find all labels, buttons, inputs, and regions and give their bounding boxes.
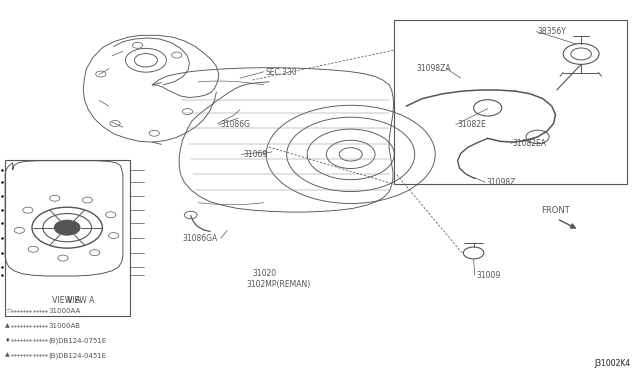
Text: (B)DB124-0451E: (B)DB124-0451E <box>48 352 106 359</box>
Text: ▲: ▲ <box>5 323 10 328</box>
Text: J31002K4: J31002K4 <box>594 359 630 368</box>
Text: 31000AA: 31000AA <box>48 308 80 314</box>
Bar <box>5 160 130 316</box>
Text: VIEW A: VIEW A <box>52 296 81 305</box>
Bar <box>394 20 627 184</box>
Text: 31000AB: 31000AB <box>48 323 80 328</box>
Text: ♦: ♦ <box>5 338 11 343</box>
Text: 31086G: 31086G <box>221 120 251 129</box>
Text: VIEW A: VIEW A <box>67 296 94 305</box>
Text: 31098Z: 31098Z <box>486 178 516 187</box>
Text: ☆: ☆ <box>5 308 12 314</box>
Text: 31069: 31069 <box>243 150 268 159</box>
Text: 38356Y: 38356Y <box>538 27 566 36</box>
Text: ▲: ▲ <box>5 353 10 358</box>
Text: (B)DB124-0751E: (B)DB124-0751E <box>48 337 106 344</box>
Text: 31009: 31009 <box>477 271 501 280</box>
Text: FRONT: FRONT <box>541 206 570 215</box>
Text: 31082E: 31082E <box>458 120 486 129</box>
Text: 31098ZA: 31098ZA <box>416 64 451 73</box>
Text: SEC.330: SEC.330 <box>266 68 298 77</box>
Text: J31002K4: J31002K4 <box>594 359 630 368</box>
Circle shape <box>54 220 80 235</box>
Text: 31082EA: 31082EA <box>512 139 546 148</box>
Text: 3102MP(REMAN): 3102MP(REMAN) <box>246 280 310 289</box>
Text: 31086GA: 31086GA <box>182 234 218 243</box>
Text: 31020: 31020 <box>253 269 277 278</box>
